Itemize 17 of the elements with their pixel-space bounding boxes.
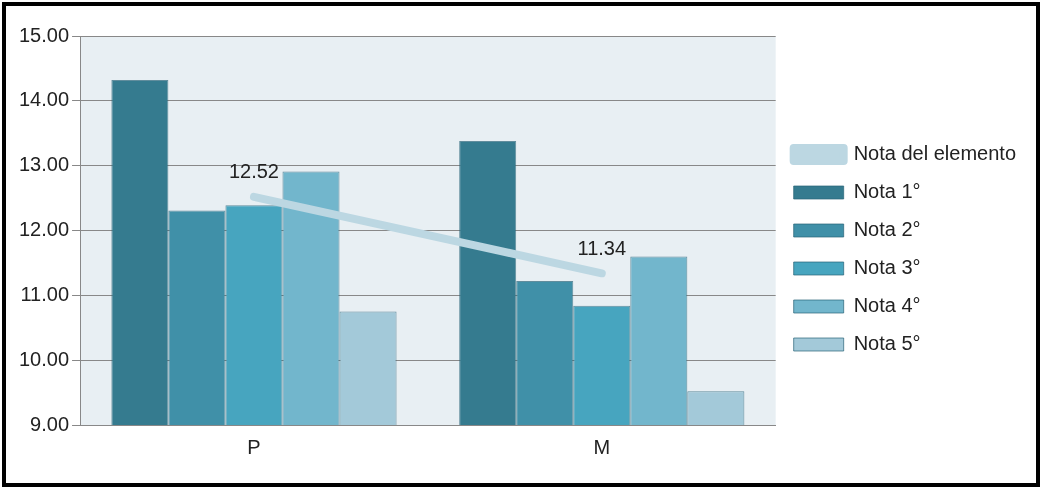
y-tick-label: 11.00 bbox=[20, 282, 70, 305]
y-tick-label: 9.00 bbox=[30, 412, 70, 435]
x-tick-label: P bbox=[247, 435, 261, 458]
y-tick-label: 13.00 bbox=[18, 153, 70, 176]
legend-label: Nota del elemento bbox=[853, 142, 1016, 165]
legend-label: Nota 2° bbox=[853, 218, 921, 241]
y-tick-label: 10.00 bbox=[18, 347, 70, 370]
data-label: 11.34 bbox=[577, 236, 627, 259]
legend-label: Nota 3° bbox=[853, 256, 921, 279]
data-label: 12.52 bbox=[228, 160, 279, 183]
y-tick-label: 15.00 bbox=[18, 23, 70, 46]
legend-label: Nota 1° bbox=[853, 180, 921, 203]
y-tick-label: 12.00 bbox=[18, 218, 70, 241]
x-tick-label: M bbox=[593, 435, 611, 458]
y-tick-label: 14.00 bbox=[18, 88, 70, 111]
legend-label: Nota 5° bbox=[853, 332, 921, 355]
legend-label: Nota 4° bbox=[853, 294, 921, 317]
